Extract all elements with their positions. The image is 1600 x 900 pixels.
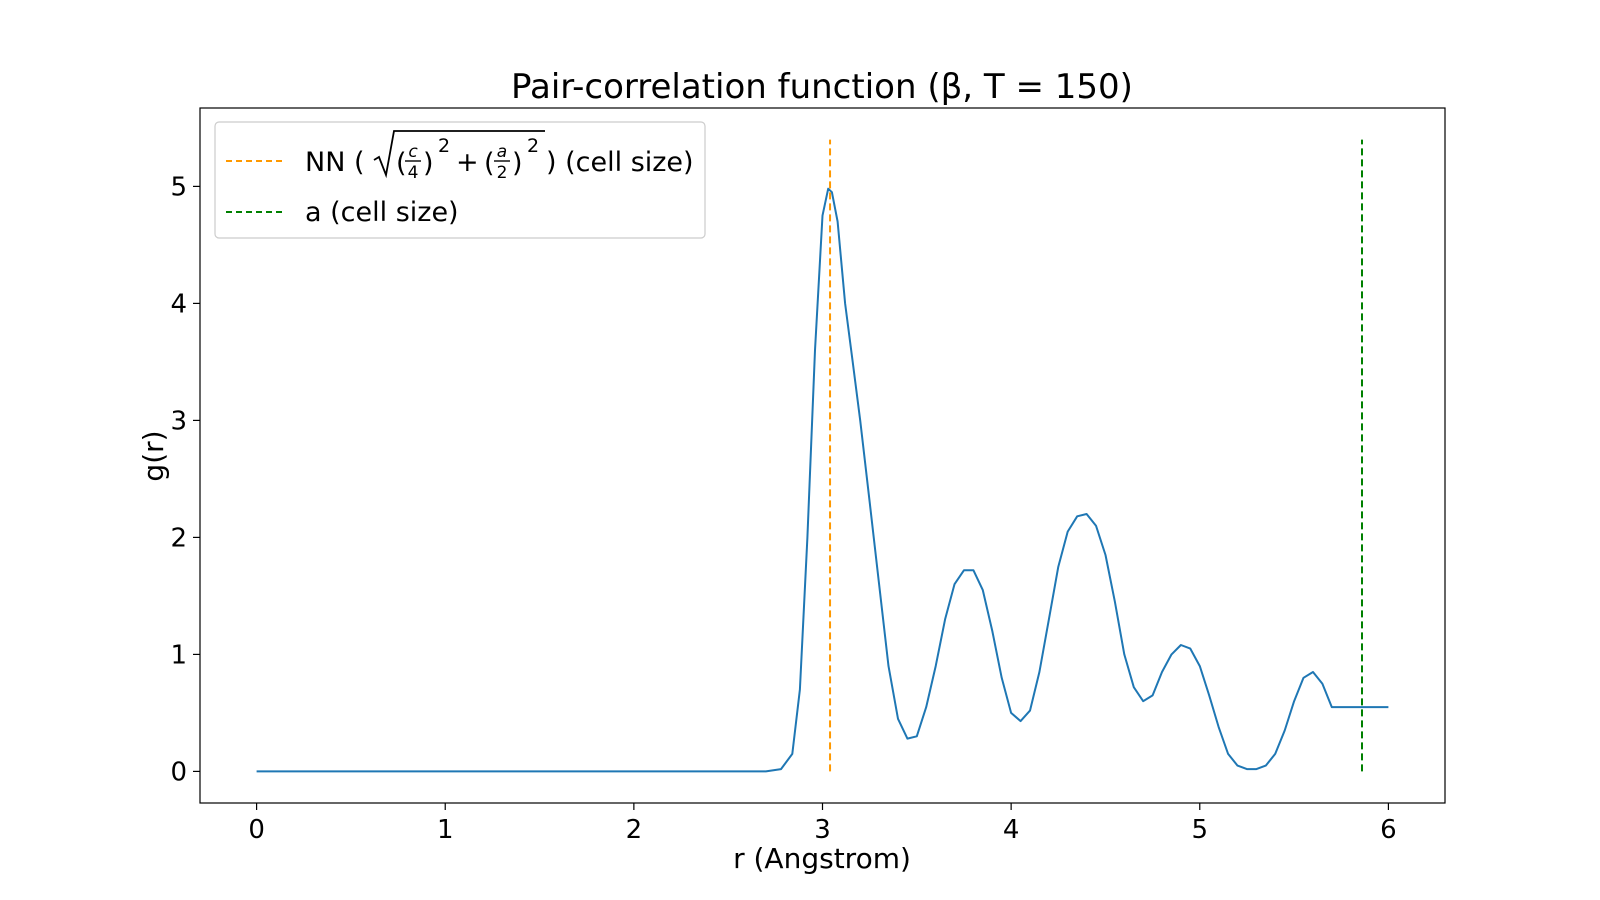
x-tick-label: 0 — [248, 815, 265, 845]
legend-paren-open-1: ( — [396, 148, 407, 179]
y-tick-label: 5 — [170, 172, 187, 202]
legend-sq-1: 2 — [438, 135, 450, 157]
sqrt-sign — [373, 130, 545, 179]
legend-sq-2: 2 — [527, 135, 539, 157]
y-axis-ticks: 0 1 2 3 4 5 — [170, 172, 200, 787]
y-tick-label: 3 — [170, 406, 187, 436]
legend-frac-c: c — [408, 142, 418, 162]
legend-label-a: a (cell size) — [305, 197, 459, 228]
legend-box — [214, 121, 706, 239]
y-tick-label: 1 — [170, 640, 187, 670]
y-tick-label: 0 — [170, 757, 187, 787]
x-tick-label: 2 — [626, 815, 643, 845]
series-lines — [256, 139, 1389, 773]
legend-nn-prefix: NN ( — [305, 147, 365, 178]
x-axis-ticks: 0 1 2 3 4 5 6 — [248, 803, 1397, 845]
plot-area: 0 1 2 3 4 5 6 0 1 2 3 4 5 — [170, 107, 1446, 845]
chart-title: Pair-correlation function (β, T = 150) — [511, 67, 1133, 107]
x-tick-label: 5 — [1191, 815, 1208, 845]
x-tick-label: 1 — [437, 815, 454, 845]
y-tick-label: 2 — [170, 523, 187, 553]
legend-nn-suffix: ) (cell size) — [546, 147, 694, 178]
legend-paren-close-2: ) — [512, 148, 523, 179]
x-axis-label: r (Angstrom) — [733, 842, 911, 875]
legend-entry-nn: NN ( ( c 4 ) 2 + ( a 2 ) 2 ) (cell size) — [305, 130, 694, 183]
legend-plus: + — [456, 147, 479, 178]
y-tick-label: 4 — [170, 289, 187, 319]
legend-frac-a: a — [497, 142, 507, 162]
x-tick-label: 6 — [1380, 815, 1397, 845]
legend: NN ( ( c 4 ) 2 + ( a 2 ) 2 ) (cell size)… — [214, 121, 706, 239]
legend-frac-4: 4 — [408, 163, 419, 183]
legend-frac-2: 2 — [497, 163, 508, 183]
legend-paren-close-1: ) — [423, 148, 434, 179]
y-axis-label: g(r) — [137, 430, 170, 481]
gr-curve — [256, 187, 1389, 773]
x-tick-label: 4 — [1003, 815, 1020, 845]
legend-paren-open-2: ( — [484, 148, 495, 179]
x-tick-label: 3 — [814, 815, 831, 845]
